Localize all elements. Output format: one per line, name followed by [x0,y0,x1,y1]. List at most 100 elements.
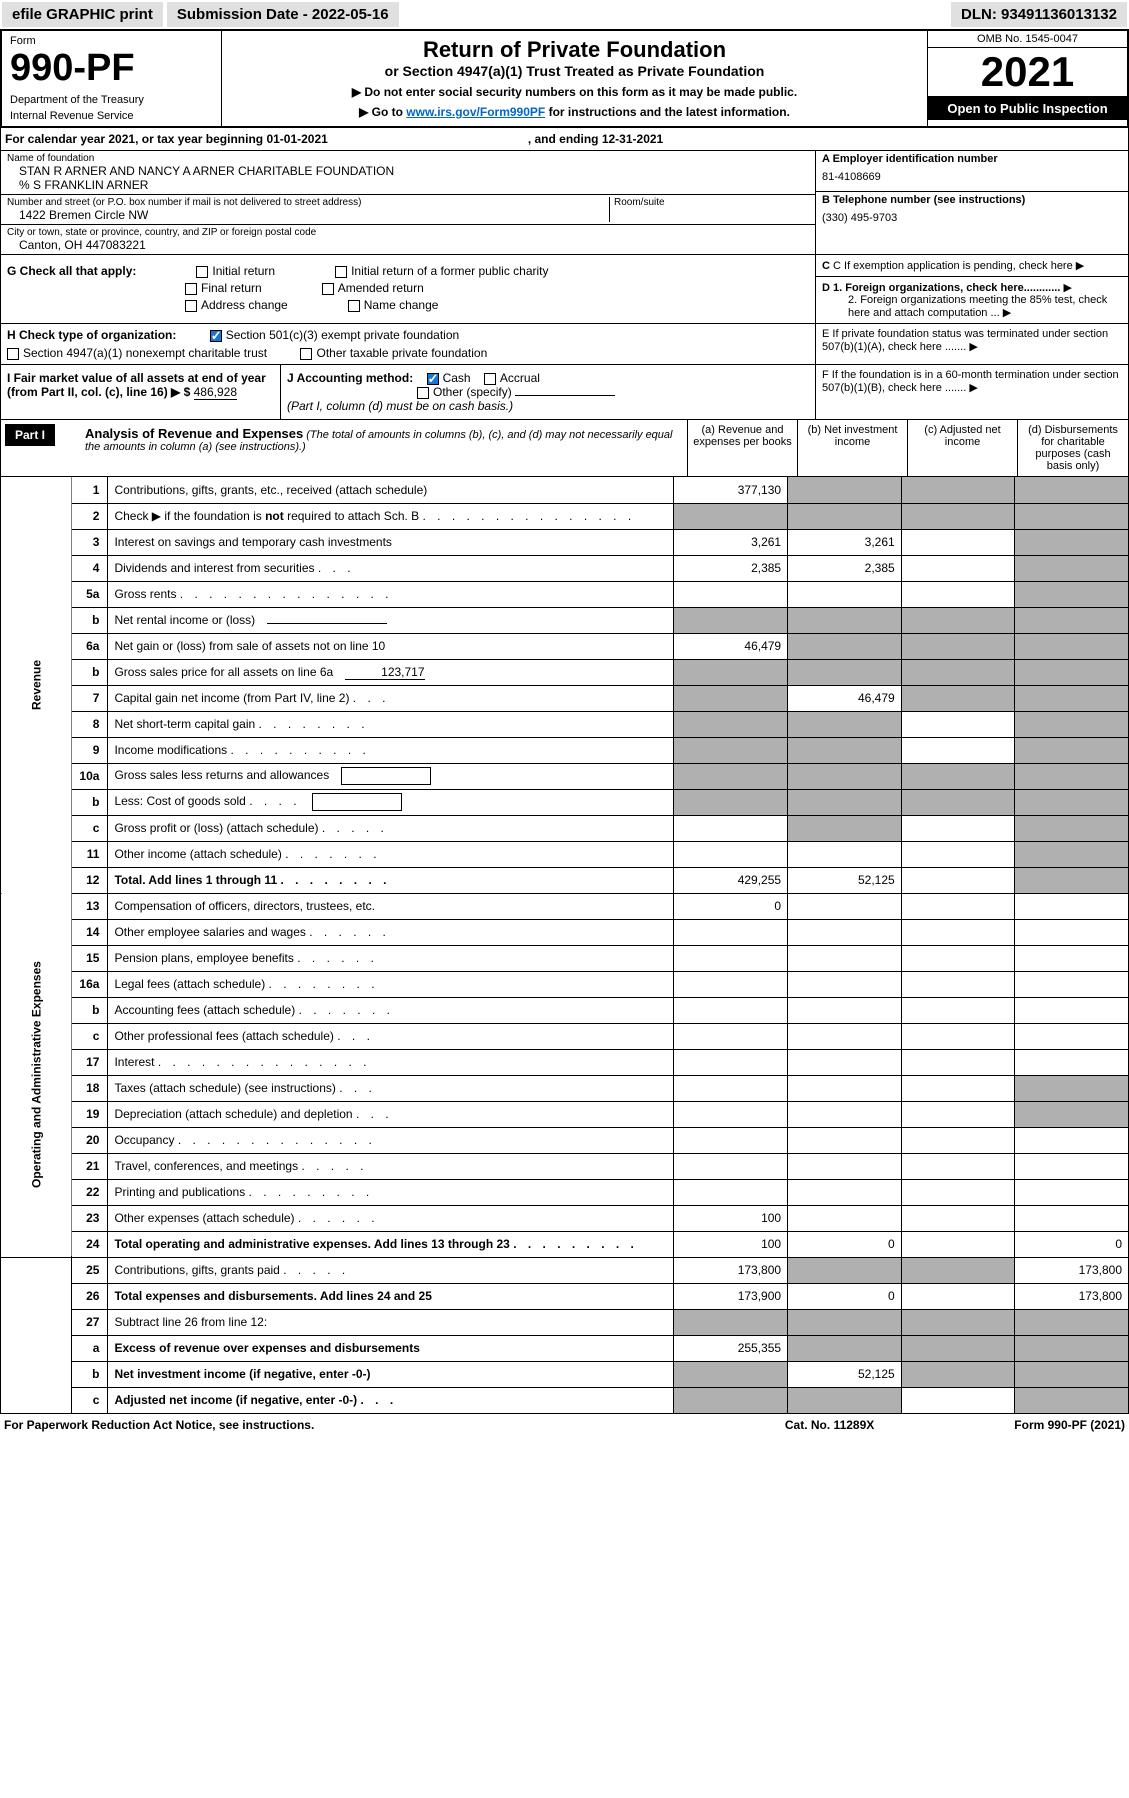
form-990pf: 990-PF [10,47,213,90]
row-num: 6a [72,633,108,659]
row-desc: Gross sales price for all assets on line… [108,659,674,685]
cb-amended[interactable] [322,283,334,295]
city-state-zip: Canton, OH 447083221 [7,238,809,252]
city-label: City or town, state or province, country… [7,227,809,238]
row-desc: Excess of revenue over expenses and disb… [108,1335,674,1361]
row-desc: Taxes (attach schedule) (see instruction… [108,1075,674,1101]
row-val: 52,125 [788,867,902,893]
h-opt1: Section 501(c)(3) exempt private foundat… [226,328,459,342]
row-num: 13 [72,893,108,919]
row-desc: Printing and publications . . . . . . . … [108,1179,674,1205]
row-desc: Other employee salaries and wages . . . … [108,919,674,945]
initial-return: Initial return [212,264,275,278]
name-change: Name change [364,298,439,312]
cb-501c3[interactable] [210,330,222,342]
row-num: 27 [72,1309,108,1335]
cb-final[interactable] [185,283,197,295]
row-desc: Dividends and interest from securities .… [108,555,674,581]
row-desc: Gross profit or (loss) (attach schedule)… [108,815,674,841]
title-main: Return of Private Foundation [228,37,921,63]
address: 1422 Bremen Circle NW [7,208,609,222]
j-note: (Part I, column (d) must be on cash basi… [287,399,809,413]
submission-date: Submission Date - 2022-05-16 [167,2,399,27]
addr-label: Number and street (or P.O. box number if… [7,197,609,208]
row-num: 5a [72,581,108,607]
row-desc: Subtract line 26 from line 12: [108,1309,674,1335]
row-num: 18 [72,1075,108,1101]
row-num: b [72,1361,108,1387]
row-val: 100 [674,1231,788,1257]
ein-value: 81-4108669 [822,165,1122,189]
cb-name-change[interactable] [348,300,360,312]
cb-other-tax[interactable] [300,348,312,360]
row-desc: Travel, conferences, and meetings . . . … [108,1153,674,1179]
calendar-begin: For calendar year 2021, or tax year begi… [5,132,328,146]
irs-link[interactable]: www.irs.gov/Form990PF [406,105,545,119]
phone-value: (330) 495-9703 [822,206,1122,230]
row-num: b [72,789,108,815]
row-val: 52,125 [788,1361,902,1387]
col-a-head: (a) Revenue and expenses per books [688,420,798,476]
j-other: Other (specify) [433,385,512,399]
row-num: b [72,659,108,685]
row-val: 3,261 [788,529,902,555]
dept-treasury: Department of the Treasury [10,94,213,106]
h-opt3: Other taxable private foundation [316,346,487,360]
row-num: 19 [72,1101,108,1127]
row-val: 46,479 [788,685,902,711]
row-num: 12 [72,867,108,893]
row-val: 429,255 [674,867,788,893]
row-num: 9 [72,737,108,763]
row-desc: Income modifications . . . . . . . . . . [108,737,674,763]
phone-label: B Telephone number (see instructions) [822,194,1122,206]
row-num: c [72,1387,108,1413]
row-num: 8 [72,711,108,737]
row-val: 3,261 [674,529,788,555]
calendar-end: , and ending 12-31-2021 [528,132,663,146]
row-desc: Interest . . . . . . . . . . . . . . . [108,1049,674,1075]
note-prefix: ▶ Go to [359,105,406,119]
row-num: 1 [72,477,108,503]
cb-accrual[interactable] [484,373,496,385]
efile-link[interactable]: efile GRAPHIC print [2,2,163,27]
j-label: J Accounting method: [287,371,413,385]
h-row: H Check type of organization: Section 50… [0,324,1129,365]
addr-change: Address change [201,298,288,312]
cb-other[interactable] [417,387,429,399]
amended-return: Amended return [338,281,424,295]
row-num: 22 [72,1179,108,1205]
f-label: F If the foundation is in a 60-month ter… [822,369,1119,394]
form-label: Form [10,35,213,47]
info-row-1: Name of foundation STAN R ARNER AND NANC… [0,151,1129,255]
row-num: 4 [72,555,108,581]
care-of: % S FRANKLIN ARNER [7,178,809,192]
row-desc: Gross rents . . . . . . . . . . . . . . … [108,581,674,607]
footer-form: Form 990-PF (2021) [1014,1418,1125,1432]
part1-header: Part I Analysis of Revenue and Expenses … [0,420,1129,477]
row-desc: Accounting fees (attach schedule) . . . … [108,997,674,1023]
form-number-box: Form 990-PF Department of the Treasury I… [2,31,222,126]
row-desc: Net investment income (if negative, ente… [108,1361,674,1387]
row-desc: Contributions, gifts, grants, etc., rece… [108,477,674,503]
row-num: a [72,1335,108,1361]
ij-row: I Fair market value of all assets at end… [0,365,1129,420]
name-label: Name of foundation [7,153,809,164]
room-label: Room/suite [614,197,809,208]
row-val: 0 [788,1231,902,1257]
cb-cash[interactable] [427,373,439,385]
row-val: 0 [674,893,788,919]
footer-cat: Cat. No. 11289X [785,1418,874,1432]
row-desc: Net gain or (loss) from sale of assets n… [108,633,674,659]
row-num: 3 [72,529,108,555]
row-desc: Adjusted net income (if negative, enter … [108,1387,674,1413]
cb-addr-change[interactable] [185,300,197,312]
row-desc: Capital gain net income (from Part IV, l… [108,685,674,711]
row-num: 15 [72,945,108,971]
row-num: c [72,1023,108,1049]
cb-4947[interactable] [7,348,19,360]
cb-initial-former[interactable] [335,266,347,278]
row-desc: Compensation of officers, directors, tru… [108,893,674,919]
row-num: 21 [72,1153,108,1179]
part1-badge: Part I [5,424,55,446]
cb-initial[interactable] [196,266,208,278]
